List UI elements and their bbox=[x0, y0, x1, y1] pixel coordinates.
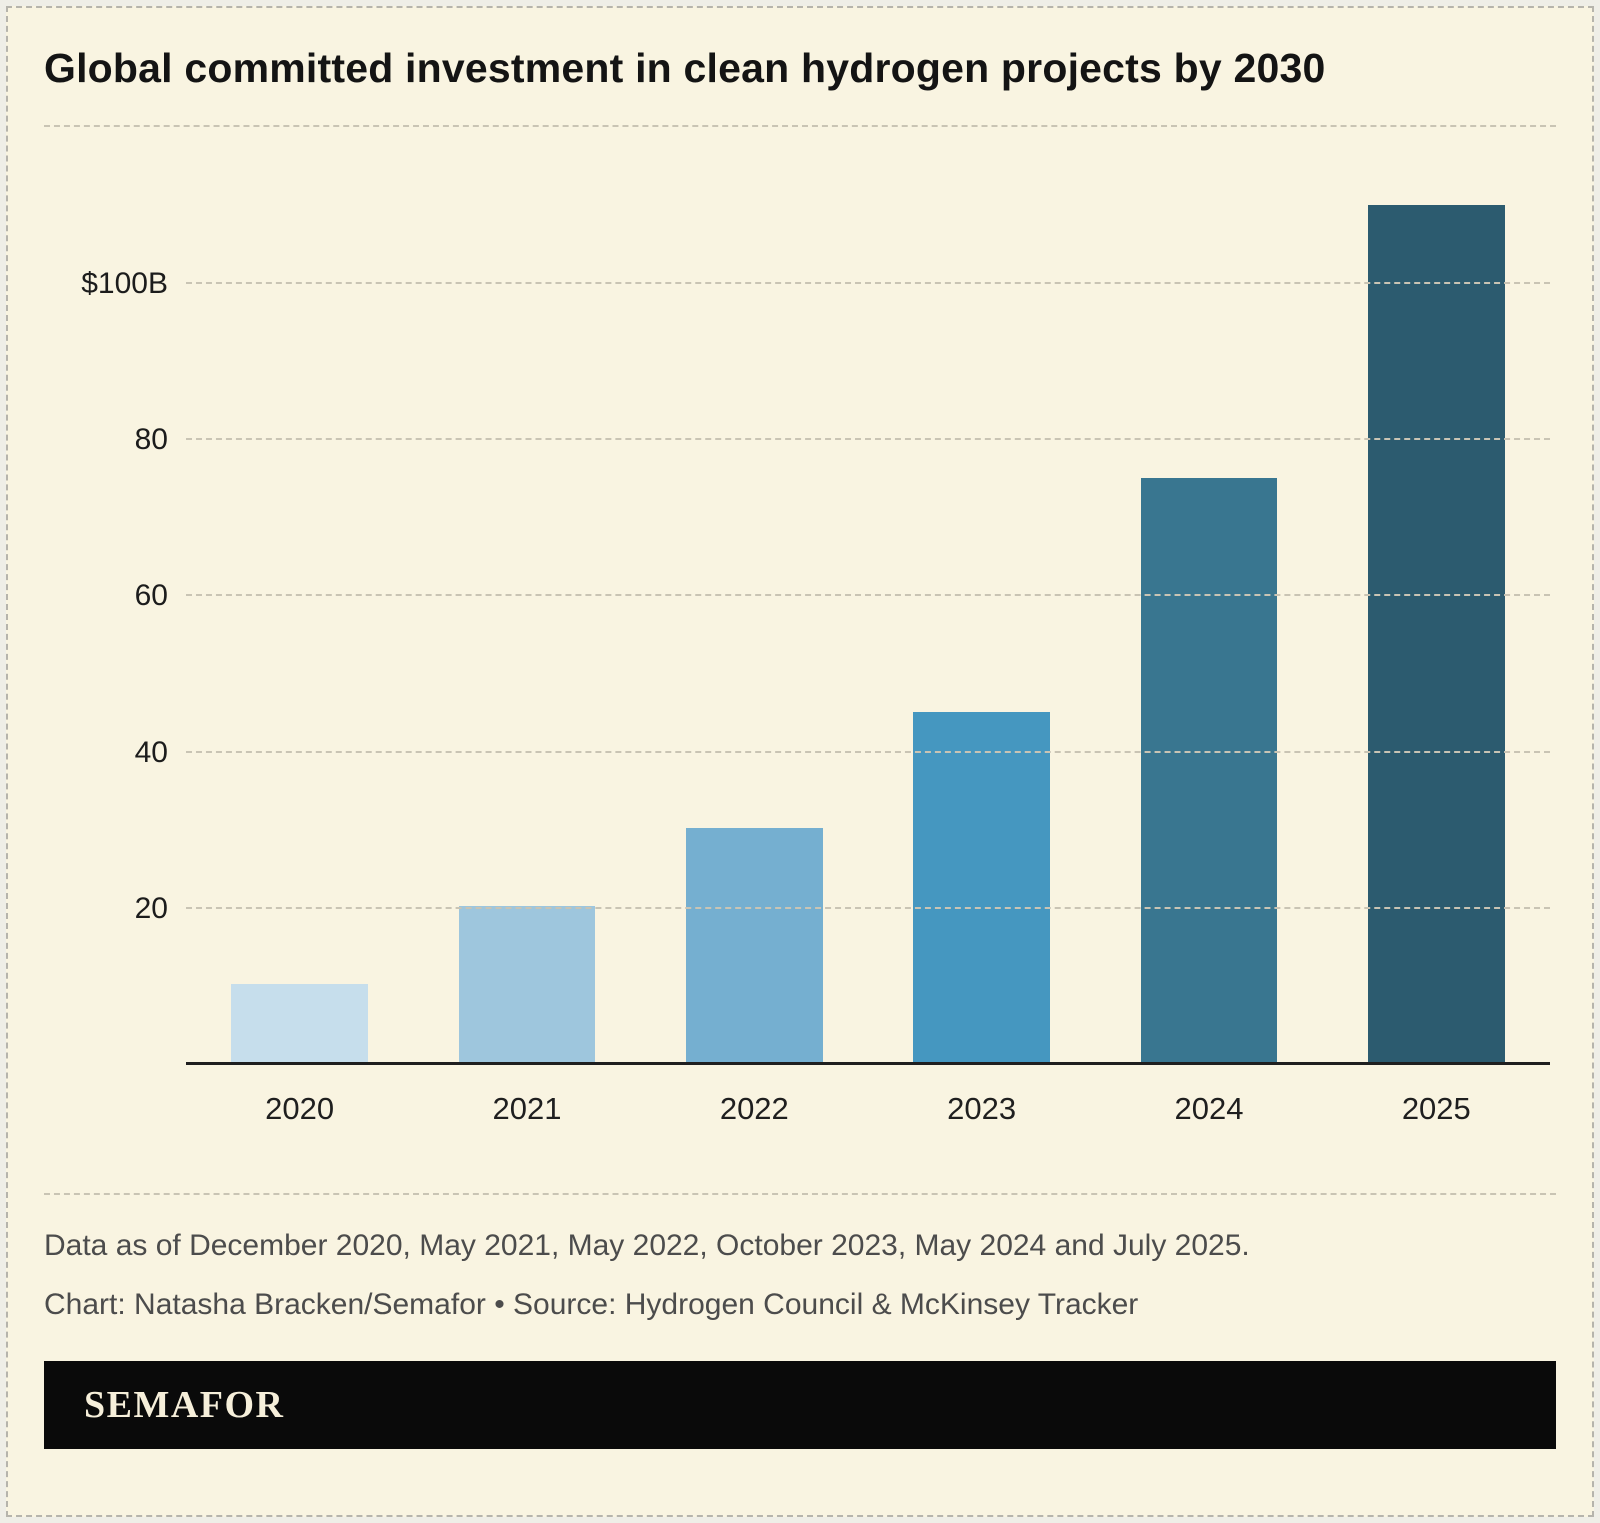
bar-slot-2024 bbox=[1095, 127, 1322, 1063]
note-data-asof: Data as of December 2020, May 2021, May … bbox=[44, 1229, 1250, 1263]
note-credit: Chart: Natasha Bracken/Semafor • Source:… bbox=[44, 1288, 1139, 1322]
y-tick-label-40: 40 bbox=[134, 735, 168, 769]
bar-slot-2025 bbox=[1323, 127, 1550, 1063]
y-tick-label-100: $100B bbox=[81, 266, 168, 300]
bar-2025 bbox=[1368, 205, 1505, 1063]
bars-row bbox=[186, 127, 1550, 1066]
semafor-logo-bar: SEMAFOR bbox=[44, 1361, 1556, 1450]
gridline-60 bbox=[186, 594, 1550, 597]
x-label-2021: 2021 bbox=[492, 1091, 562, 1127]
bar-2021 bbox=[458, 906, 596, 1063]
bar-slot-2023 bbox=[868, 127, 1095, 1063]
chart-frame: Global committed investment in clean hyd… bbox=[6, 6, 1594, 1517]
semafor-wordmark: SEMAFOR bbox=[84, 1384, 285, 1427]
x-label-2023: 2023 bbox=[947, 1091, 1017, 1127]
gridline-20 bbox=[186, 906, 1550, 909]
x-label-2024: 2024 bbox=[1174, 1091, 1244, 1127]
bar-2022 bbox=[686, 828, 823, 1063]
x-label-2022: 2022 bbox=[719, 1091, 789, 1127]
page-title: Global committed investment in clean hyd… bbox=[44, 45, 1326, 91]
top-separator bbox=[44, 125, 1556, 128]
bar-slot-2022 bbox=[641, 127, 868, 1063]
bottom-separator bbox=[44, 1193, 1556, 1196]
plot-area: 20 40 60 80 $100B bbox=[44, 127, 1556, 1066]
y-tick-label-80: 80 bbox=[134, 422, 168, 456]
bar-2020 bbox=[231, 984, 368, 1063]
y-tick-label-20: 20 bbox=[134, 891, 168, 925]
gridline-40 bbox=[186, 750, 1550, 753]
bar-2024 bbox=[1140, 477, 1278, 1063]
x-label-2025: 2025 bbox=[1401, 1091, 1471, 1127]
x-label-2020: 2020 bbox=[265, 1091, 335, 1127]
chart-notes: Data as of December 2020, May 2021, May … bbox=[44, 1223, 1556, 1327]
gridline-80 bbox=[186, 437, 1550, 440]
y-tick-label-60: 60 bbox=[134, 579, 168, 613]
bar-2023 bbox=[913, 711, 1050, 1063]
x-labels-row: 2020 2021 2022 2023 2024 2025 bbox=[186, 1065, 1550, 1153]
gridline-100 bbox=[186, 281, 1550, 284]
bar-slot-2021 bbox=[413, 127, 640, 1063]
bar-slot-2020 bbox=[186, 127, 413, 1063]
